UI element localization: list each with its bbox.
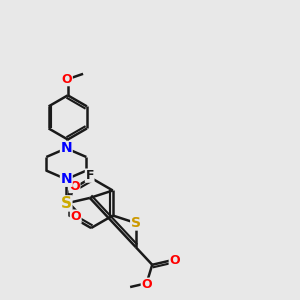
Text: O: O: [69, 180, 80, 193]
Text: N: N: [61, 141, 72, 155]
Text: O: O: [61, 73, 72, 85]
Text: S: S: [61, 196, 72, 211]
Text: S: S: [131, 216, 141, 230]
Text: N: N: [61, 172, 72, 186]
Text: O: O: [169, 254, 180, 267]
Text: O: O: [141, 278, 152, 291]
Text: F: F: [85, 169, 94, 182]
Text: O: O: [70, 210, 81, 223]
